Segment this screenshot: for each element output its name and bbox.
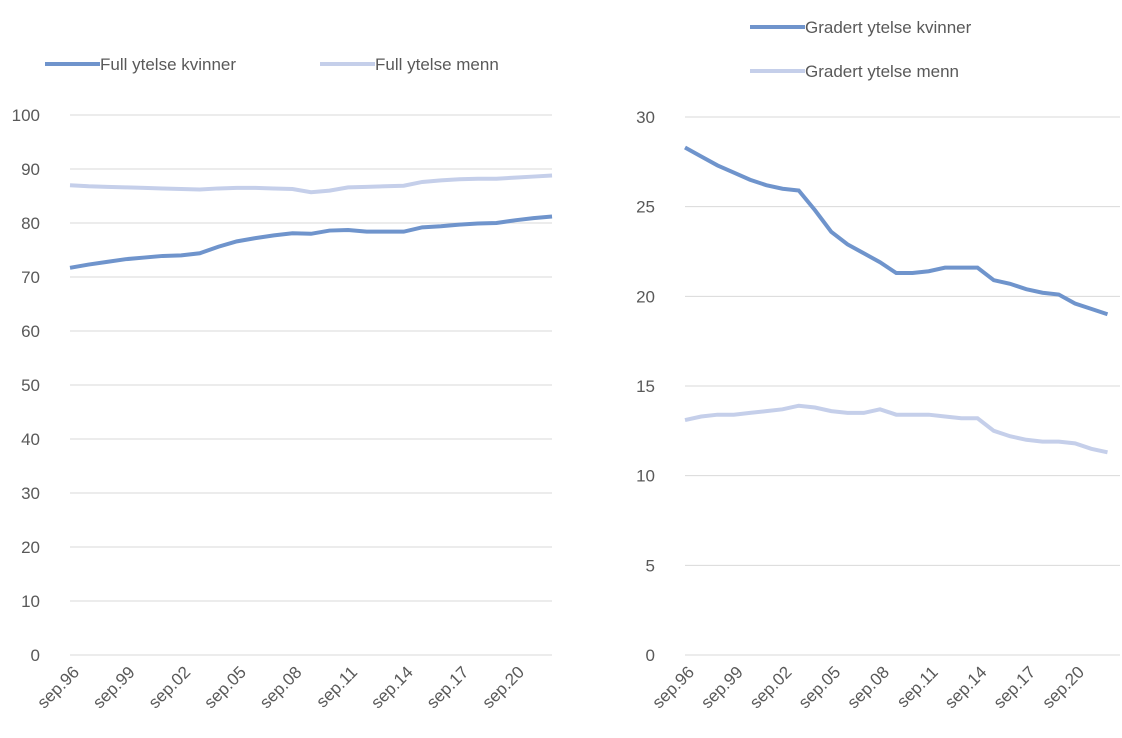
x-tick-label: sep.11 [893,663,942,712]
y-tick-label: 70 [21,268,40,287]
y-tick-label: 25 [636,198,655,217]
y-tick-label: 20 [636,287,655,306]
x-tick-label: sep.08 [844,663,894,713]
y-tick-label: 60 [21,322,40,341]
y-tick-label: 10 [21,592,40,611]
line [684,145,1109,317]
x-tick-label: sep.05 [200,663,250,713]
legend-label: Full ytelse kvinner [100,55,236,74]
legend-label: Gradert ytelse kvinner [805,18,972,37]
y-tick-label: 40 [21,430,40,449]
legend-label: Gradert ytelse menn [805,62,959,81]
x-tick-label: sep.96 [649,663,699,713]
line [69,173,553,195]
y-tick-label: 30 [21,484,40,503]
x-tick-label: sep.02 [145,663,195,713]
y-tick-label: 100 [12,106,40,125]
line [69,214,553,270]
line [684,403,1108,455]
x-tick-label: sep.99 [89,663,139,713]
x-tick-label: sep.99 [697,663,747,713]
x-tick-label: sep.20 [1039,663,1089,713]
y-tick-label: 0 [31,646,40,665]
y-tick-label: 20 [21,538,40,557]
y-tick-label: 15 [636,377,655,396]
x-tick-label: sep.14 [367,663,417,713]
y-tick-label: 10 [636,467,655,486]
x-tick-label: sep.17 [423,663,473,713]
x-tick-label: sep.11 [313,663,362,712]
x-tick-label: sep.14 [941,663,991,713]
x-tick-label: sep.17 [990,663,1040,713]
y-tick-label: 50 [21,376,40,395]
x-tick-label: sep.05 [795,663,845,713]
y-tick-label: 0 [646,646,655,665]
x-tick-label: sep.02 [746,663,796,713]
x-tick-label: sep.96 [34,663,84,713]
y-tick-label: 30 [636,108,655,127]
legend-label: Full ytelse menn [375,55,499,74]
x-tick-label: sep.08 [256,663,306,713]
x-tick-label: sep.20 [479,663,529,713]
y-tick-label: 5 [646,556,655,575]
y-tick-label: 90 [21,160,40,179]
y-tick-label: 80 [21,214,40,233]
